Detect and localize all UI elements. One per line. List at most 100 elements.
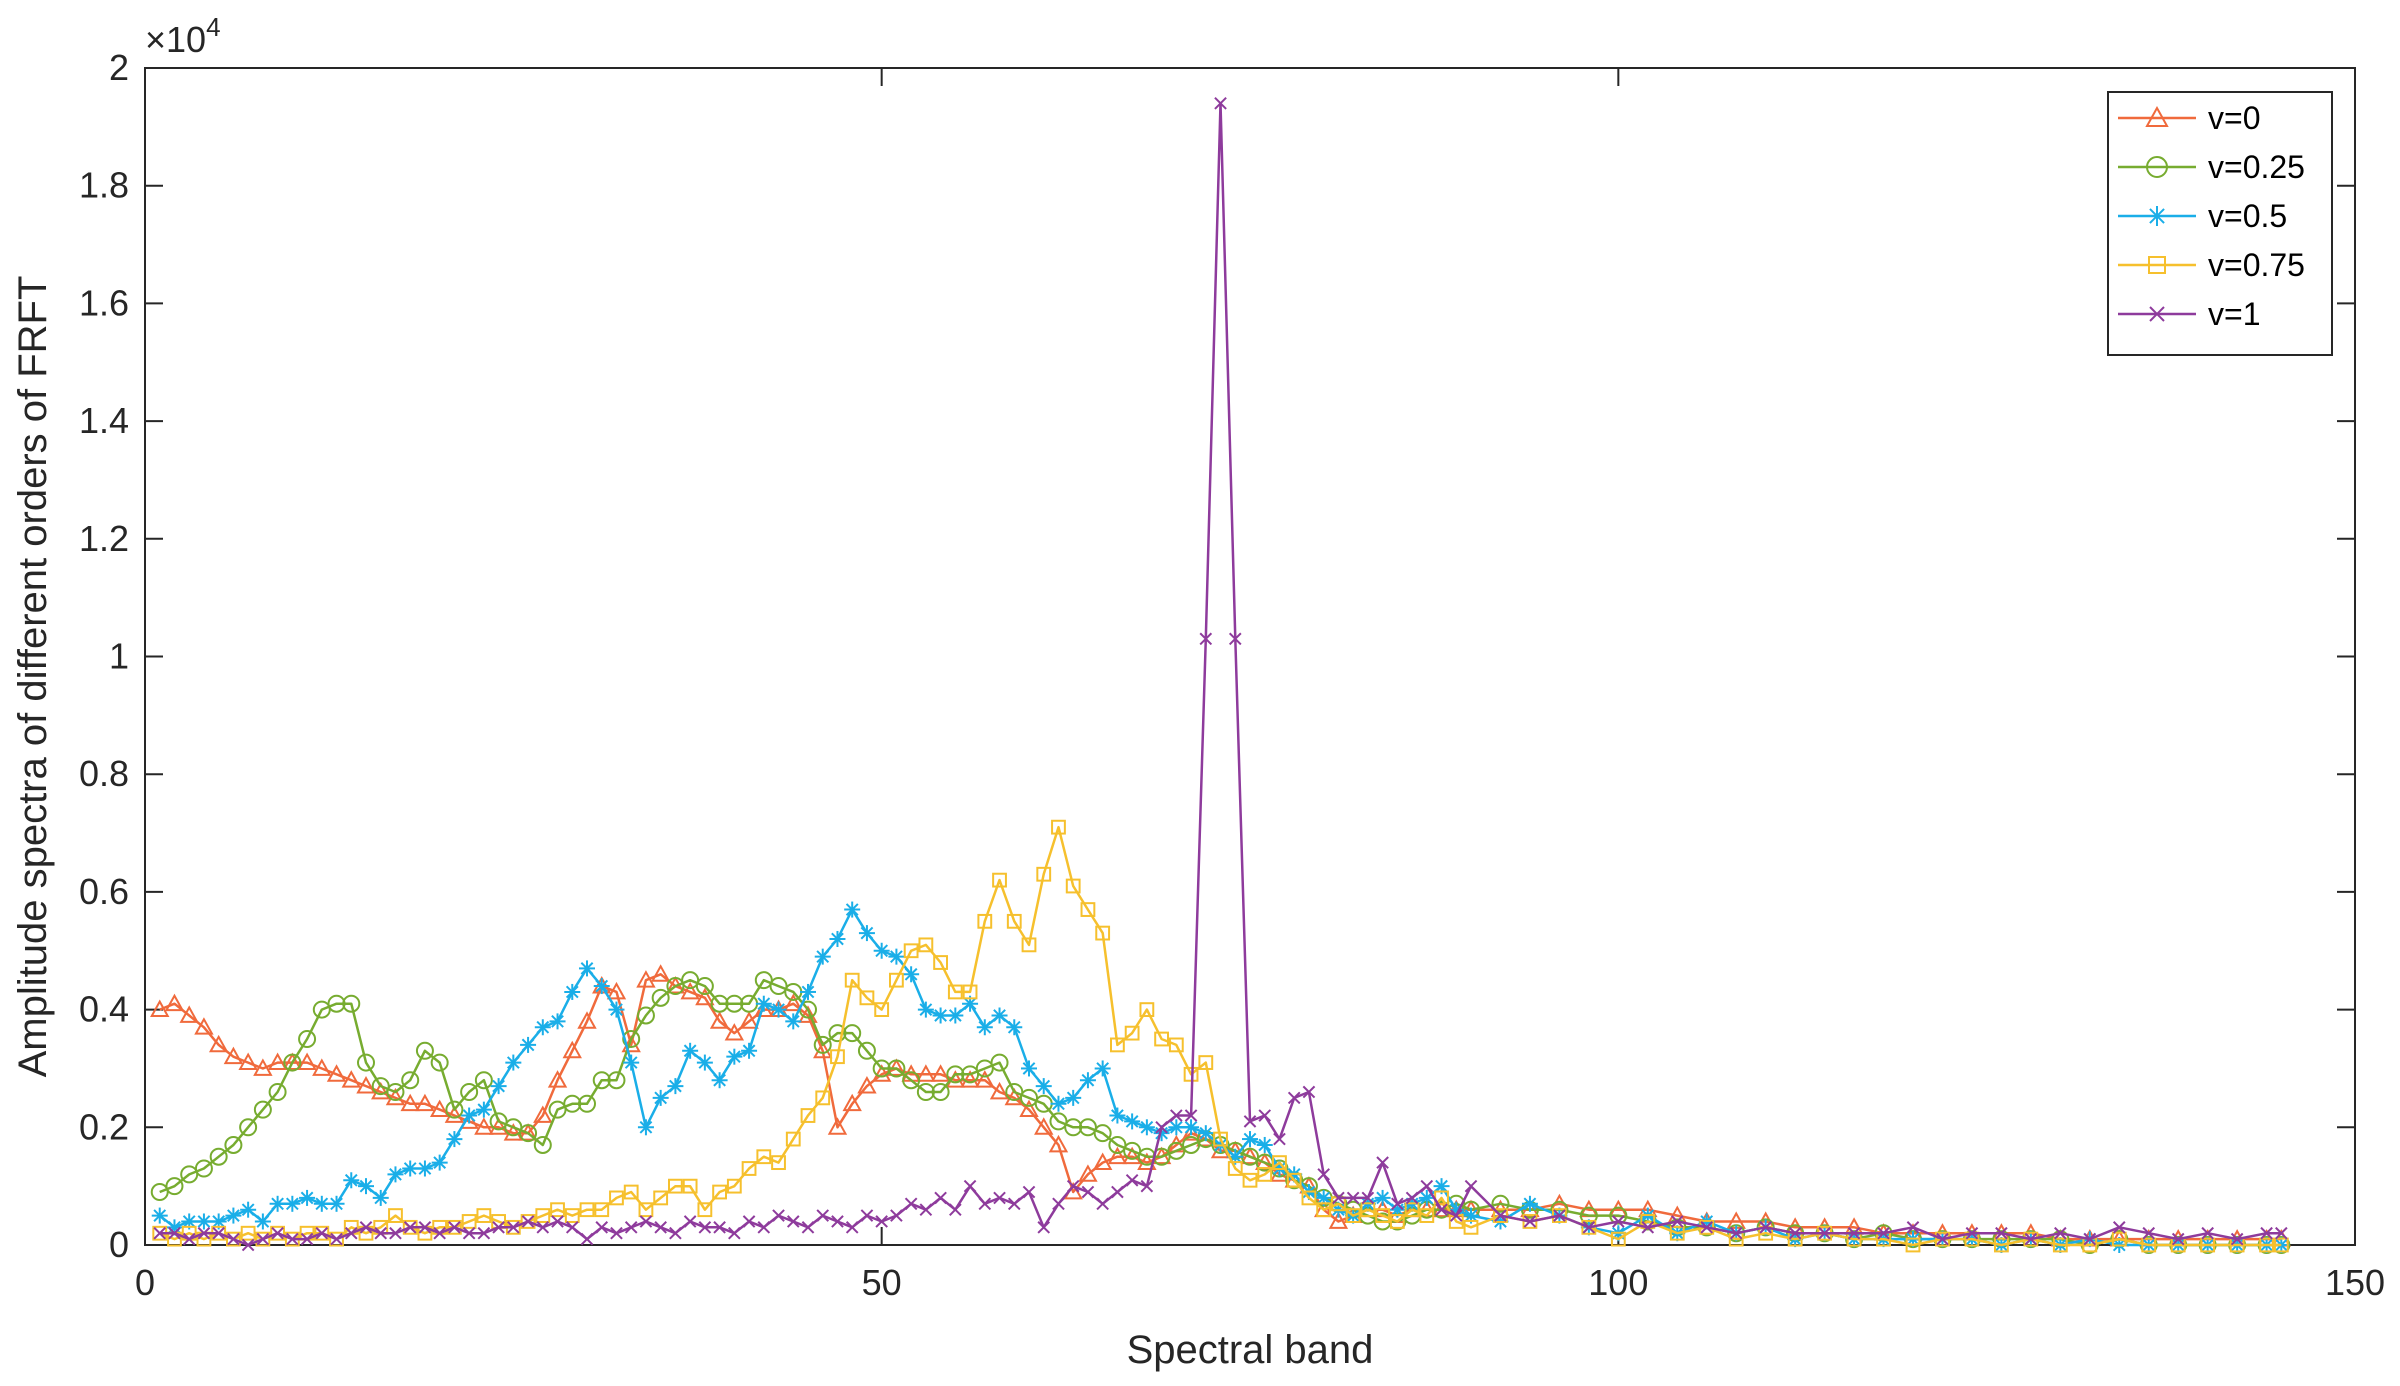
data-point-x bbox=[919, 1203, 933, 1216]
data-point-triangle bbox=[577, 1011, 597, 1029]
data-point-square bbox=[1419, 1208, 1435, 1223]
data-point-square bbox=[712, 1184, 728, 1200]
data-point-x bbox=[462, 1226, 476, 1240]
data-point-star bbox=[387, 1166, 404, 1183]
data-point-circle bbox=[607, 1071, 626, 1090]
data-point-square bbox=[771, 1155, 786, 1171]
data-point-circle bbox=[931, 1082, 950, 1101]
data-point-star bbox=[564, 983, 581, 1000]
data-point-star bbox=[225, 1207, 242, 1224]
data-point-circle bbox=[1064, 1118, 1083, 1137]
data-point-triangle bbox=[562, 1040, 582, 1059]
data-point-x bbox=[256, 1232, 270, 1246]
data-point-triangle bbox=[827, 1117, 848, 1135]
data-point-x bbox=[2024, 1232, 2038, 1246]
legend-label: v=0 bbox=[2208, 100, 2260, 136]
data-point-circle bbox=[253, 1100, 272, 1119]
data-point-triangle bbox=[179, 1005, 199, 1023]
data-point-x bbox=[2054, 1226, 2067, 1240]
legend-entry: v=0 bbox=[2118, 100, 2260, 136]
data-point-square bbox=[1610, 1231, 1626, 1247]
data-point-square bbox=[1242, 1172, 1258, 1188]
x-tick-label: 0 bbox=[135, 1262, 155, 1303]
data-point-triangle bbox=[150, 999, 170, 1017]
data-point-triangle bbox=[194, 1017, 214, 1035]
data-point-star bbox=[1521, 1195, 1538, 1212]
data-point-star bbox=[534, 1019, 551, 1036]
data-point-circle bbox=[165, 1177, 184, 1196]
data-point-star bbox=[1183, 1119, 1200, 1136]
data-point-star bbox=[858, 925, 875, 942]
data-point-square bbox=[2023, 1231, 2039, 1247]
data-point-x bbox=[742, 1215, 756, 1228]
data-point-star bbox=[328, 1195, 345, 1212]
data-point-square bbox=[1110, 1037, 1125, 1053]
data-point-square bbox=[1006, 913, 1022, 929]
data-point-x bbox=[168, 1226, 181, 1240]
data-point-star bbox=[947, 1007, 964, 1024]
data-point-circle bbox=[872, 1059, 891, 1078]
data-point-star bbox=[932, 1007, 949, 1024]
data-point-circle bbox=[828, 1024, 847, 1043]
data-point-square bbox=[1375, 1208, 1390, 1223]
plot-frame bbox=[144, 67, 2356, 1246]
data-point-x bbox=[300, 1232, 314, 1246]
data-point-triangle bbox=[238, 1052, 258, 1070]
data-point-x bbox=[875, 1215, 888, 1228]
data-point-x bbox=[2142, 1226, 2156, 1240]
data-point-x bbox=[1995, 1226, 2008, 1240]
data-point-x bbox=[963, 1179, 977, 1193]
data-point-x bbox=[1847, 1226, 1861, 1240]
data-point-x bbox=[2112, 1221, 2126, 1234]
legend-label: v=0.25 bbox=[2208, 149, 2305, 185]
data-point-x bbox=[978, 1197, 992, 1211]
data-point-x bbox=[580, 1232, 594, 1246]
data-point-circle bbox=[268, 1082, 287, 1101]
data-point-x bbox=[669, 1226, 682, 1240]
data-point-circle bbox=[474, 1071, 493, 1090]
data-point-x bbox=[359, 1221, 373, 1234]
data-point-x bbox=[1052, 1197, 1065, 1211]
data-point-star bbox=[475, 1101, 492, 1118]
data-point-square bbox=[255, 1231, 271, 1247]
data-point-x bbox=[1877, 1226, 1890, 1240]
data-point-x bbox=[551, 1215, 564, 1228]
data-point-x bbox=[1081, 1185, 1095, 1199]
data-point-square bbox=[1272, 1155, 1287, 1171]
data-point-x bbox=[1464, 1179, 1478, 1193]
data-point-square bbox=[1168, 1037, 1184, 1053]
data-point-x bbox=[595, 1221, 609, 1234]
data-point-square bbox=[240, 1225, 256, 1241]
data-point-circle bbox=[710, 994, 729, 1013]
data-point-square bbox=[1669, 1225, 1685, 1241]
data-point-x bbox=[1155, 1120, 1168, 1134]
data-point-square bbox=[1227, 1161, 1243, 1176]
data-point-triangle bbox=[267, 1052, 288, 1070]
data-point-triangle bbox=[739, 1011, 759, 1029]
y-tick-label: 1 bbox=[109, 636, 129, 677]
data-point-star bbox=[1124, 1113, 1141, 1130]
data-point-star bbox=[829, 930, 846, 947]
data-point-circle bbox=[194, 1159, 213, 1178]
data-point-circle bbox=[1609, 1206, 1628, 1225]
data-point-square bbox=[903, 943, 919, 959]
data-point-square bbox=[535, 1208, 551, 1223]
data-point-square bbox=[1051, 819, 1066, 835]
data-point-x bbox=[418, 1221, 432, 1234]
data-point-triangle bbox=[680, 981, 700, 1000]
data-point-star bbox=[490, 1078, 507, 1095]
data-point-star bbox=[637, 1119, 654, 1136]
data-point-triangle bbox=[444, 1105, 465, 1123]
data-point-square bbox=[992, 872, 1007, 888]
data-point-x bbox=[1391, 1197, 1404, 1211]
data-point-x bbox=[1273, 1132, 1286, 1146]
data-point-x bbox=[492, 1221, 505, 1234]
data-point-star bbox=[682, 1042, 699, 1059]
data-point-star bbox=[1079, 1072, 1096, 1089]
data-point-x bbox=[1317, 1168, 1330, 1181]
data-point-circle bbox=[386, 1082, 405, 1101]
data-point-square bbox=[1257, 1166, 1273, 1182]
data-point-x bbox=[1818, 1226, 1831, 1240]
data-point-square bbox=[977, 913, 993, 929]
